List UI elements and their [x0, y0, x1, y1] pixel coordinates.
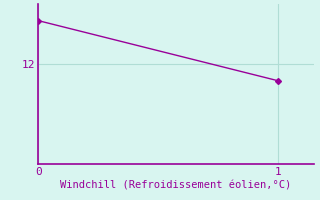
- X-axis label: Windchill (Refroidissement éolien,°C): Windchill (Refroidissement éolien,°C): [60, 181, 292, 191]
